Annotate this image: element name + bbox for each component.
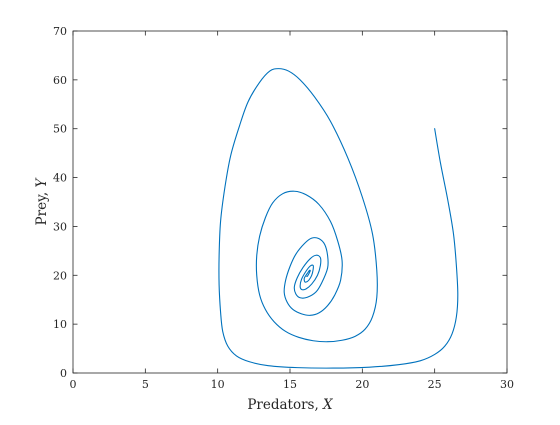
x-tick-label: 0 [70,378,77,391]
y-axis-label-text: Prey, [34,187,50,225]
tick-labels: 0 5 10 15 20 25 30 0 10 20 30 40 50 60 70 [53,25,514,391]
x-tick-label: 10 [211,378,225,391]
y-tick-label: 0 [60,367,67,380]
y-axis-label-variable: Y [34,177,50,187]
x-axis-label: Predators, X [247,397,334,413]
x-tick-label: 20 [355,378,369,391]
y-axis-label: Prey, Y [34,177,50,225]
x-tick-label: 15 [283,378,297,391]
y-tick-label: 20 [53,269,67,282]
x-tick-label: 25 [428,378,442,391]
series-line-1 [218,68,459,369]
y-tick-label: 70 [53,25,67,38]
y-tick-label: 10 [53,318,67,331]
y-tick-label: 30 [53,220,67,233]
y-tick-label: 60 [53,74,67,87]
plot-area-background [73,31,507,373]
series-layer [218,68,459,369]
y-tick-label: 50 [53,123,67,136]
axes-box [72,30,508,374]
x-tick-label: 5 [142,378,149,391]
x-axis-label-text: Predators, [247,397,323,413]
x-tick-label: 30 [500,378,514,391]
y-tick-label: 40 [53,172,67,185]
x-axis-label-variable: X [322,397,334,413]
